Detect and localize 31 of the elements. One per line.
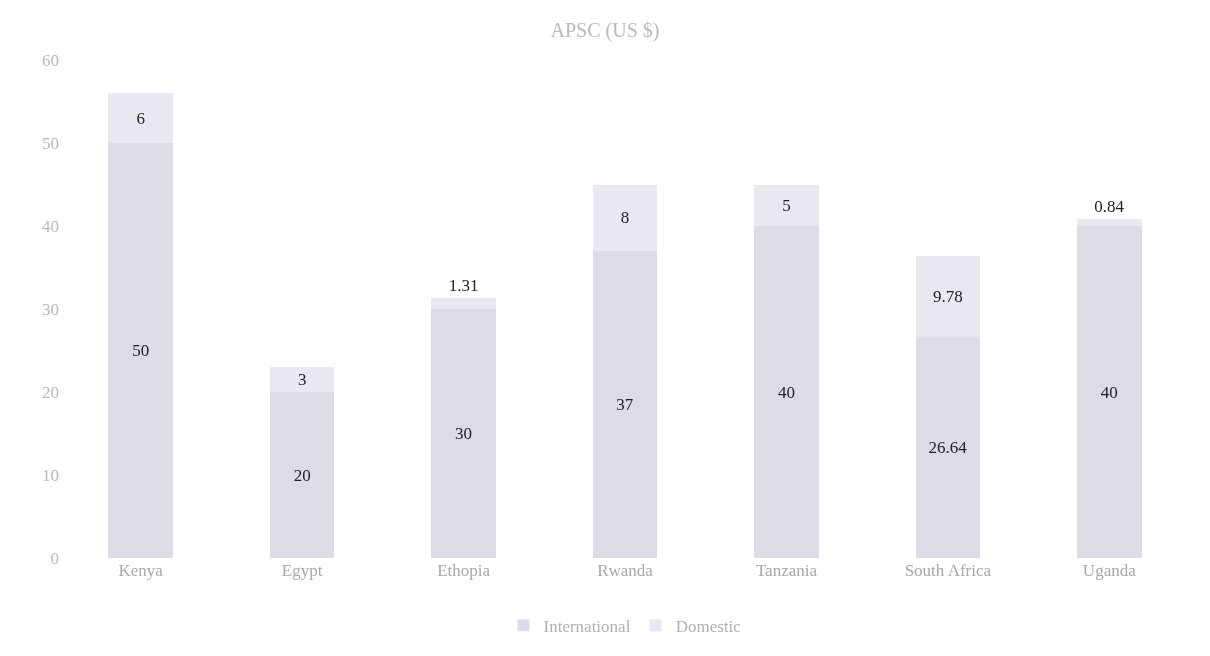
x-tick-label: Kenya: [118, 561, 164, 580]
y-tick-label: 40: [42, 216, 59, 236]
data-label: 6: [136, 108, 145, 128]
data-label: 9.78: [932, 286, 963, 306]
data-label: 50: [132, 341, 150, 360]
y-tick-label: 10: [42, 465, 59, 485]
data-label: 37: [616, 394, 634, 414]
y-tick-label: 20: [42, 382, 59, 402]
data-label: 20: [293, 465, 311, 485]
x-tick-label: Ethopia: [437, 561, 491, 580]
chart-title: APSC (US $): [550, 18, 660, 42]
legend-label: Domestic: [675, 616, 742, 636]
x-tick-label: Rwanda: [597, 561, 654, 580]
x-tick-label: Egypt: [281, 561, 323, 580]
data-label: 0.84: [1094, 197, 1125, 217]
data-label: 40: [777, 382, 795, 402]
legend-label: International: [543, 616, 631, 636]
data-label: 1.31: [448, 276, 479, 296]
y-tick-label: 0: [50, 548, 59, 568]
data-label: 3: [297, 370, 307, 390]
data-label: 30: [455, 424, 473, 443]
data-label: 8: [620, 208, 630, 228]
y-tick-label: 30: [42, 299, 59, 319]
x-tick-label: South Africa: [904, 561, 992, 580]
y-tick-label: 50: [42, 133, 59, 153]
data-label: 40: [1100, 382, 1118, 402]
x-tick-label: Uganda: [1082, 561, 1137, 580]
x-tick-label: Tanzania: [755, 561, 818, 580]
y-tick-label: 60: [42, 50, 59, 70]
data-label: 26.64: [928, 437, 968, 457]
data-label: 5: [782, 195, 791, 215]
